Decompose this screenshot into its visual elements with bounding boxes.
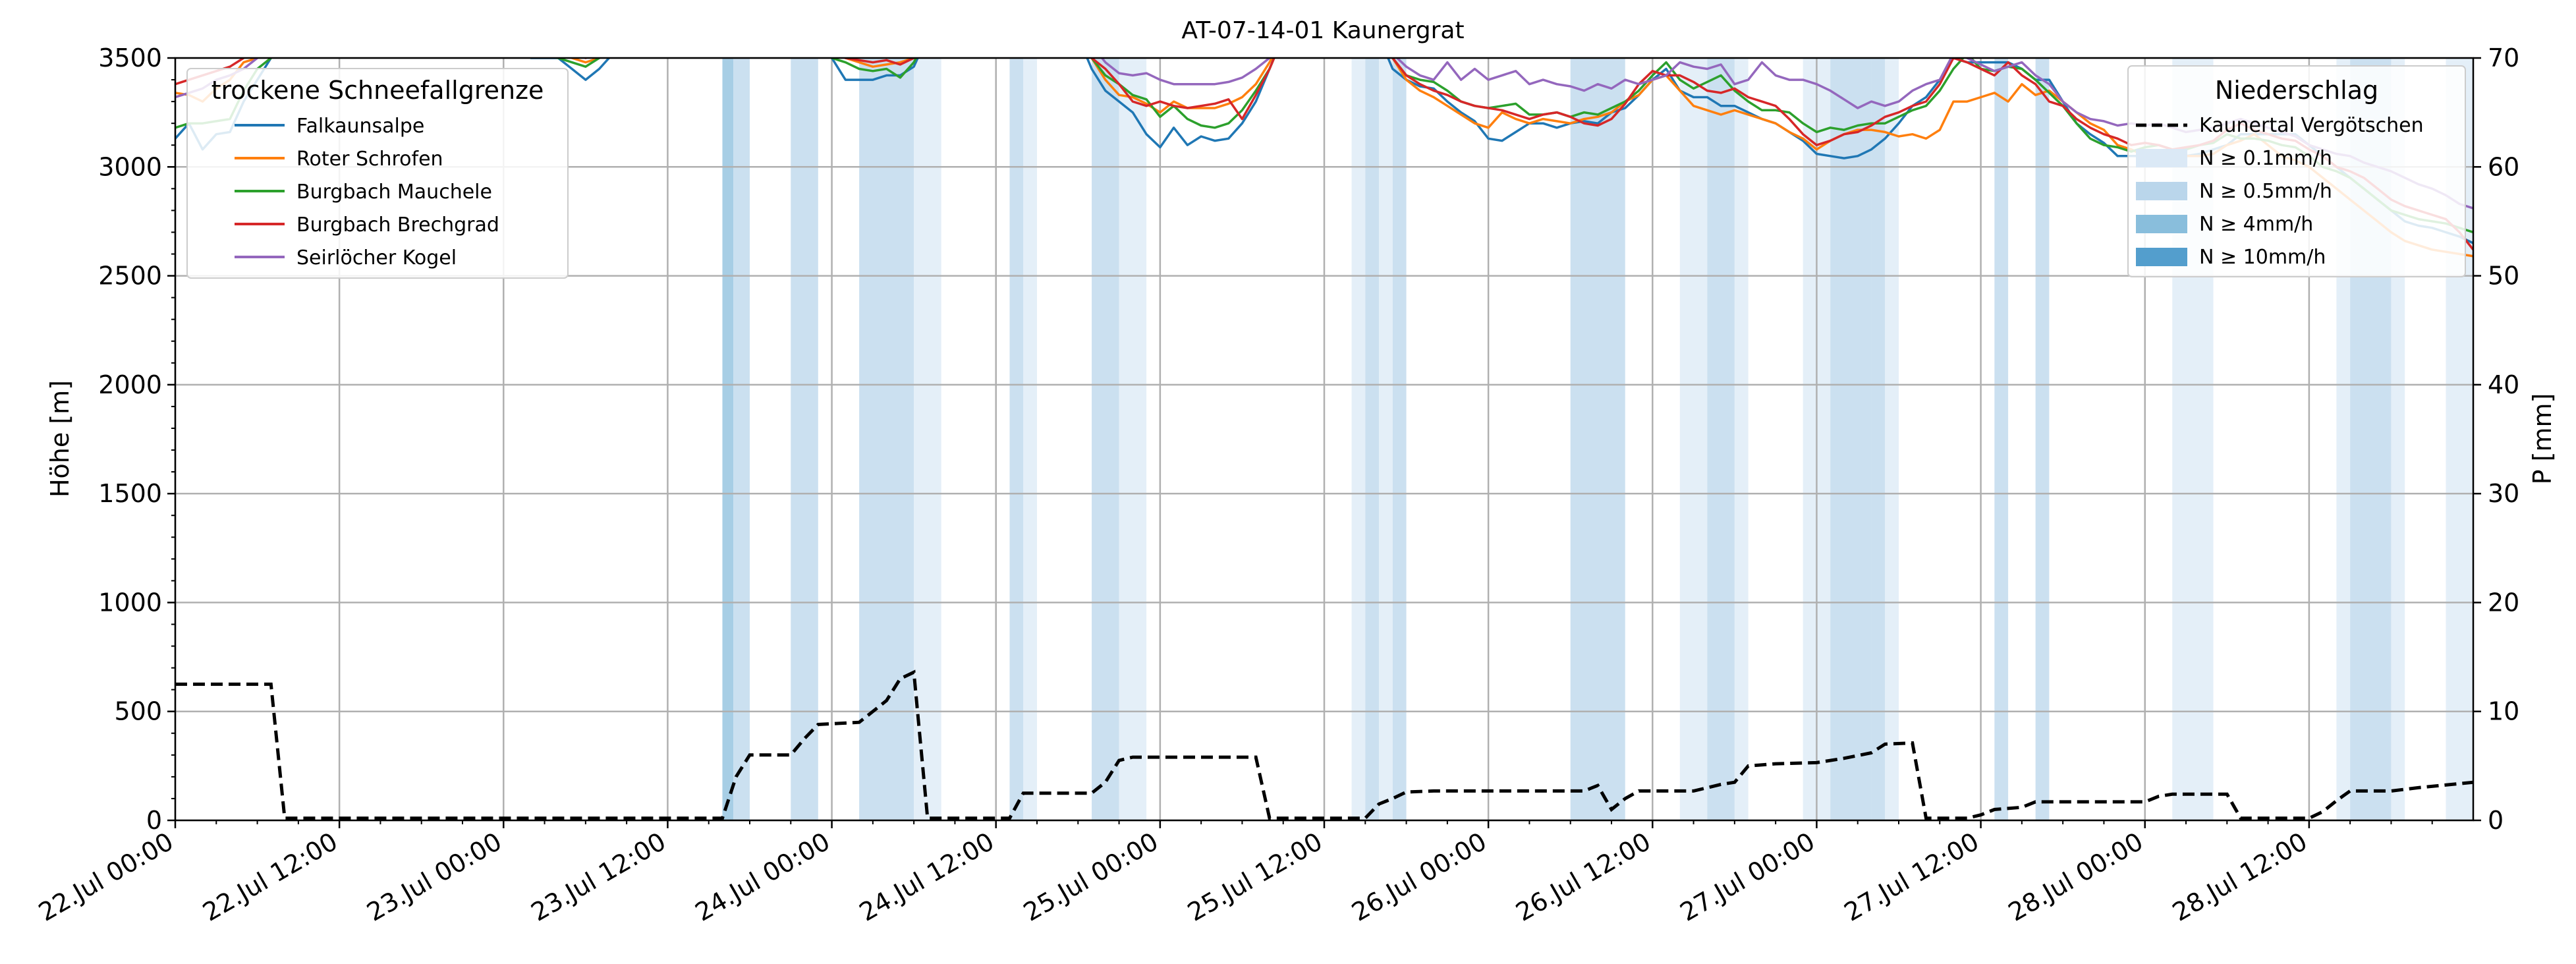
y-left-tick-label: 1000: [98, 588, 162, 617]
precip-band: [1092, 58, 1119, 820]
legend-left-title: trockene Schneefallgrenze: [211, 76, 544, 105]
precip-line: [175, 669, 2473, 820]
precip-band: [859, 58, 914, 820]
precip-band: [791, 58, 818, 820]
precip-band: [914, 58, 941, 820]
precip-band: [1023, 58, 1037, 820]
legend-left: trockene Schneefallgrenze Falkaunsalpe Ro…: [186, 68, 569, 279]
legend-band-label: N ≥ 0.1mm/h: [2199, 147, 2332, 170]
precip-band: [2035, 58, 2050, 820]
precip-band: [1009, 58, 1024, 820]
y-axis-right: 0 10 20 30 40 50 60 70: [2473, 43, 2519, 835]
precip-band: [1379, 58, 1393, 820]
precip-band: [1351, 58, 1366, 820]
legend-right-title: Niederschlag: [2215, 76, 2378, 105]
y-left-tick-label: 3500: [98, 43, 162, 72]
y-right-tick-label: 30: [2488, 479, 2519, 508]
precip-band: [1871, 58, 1886, 820]
legend-band-swatch: [2136, 149, 2187, 167]
precip-band: [1392, 58, 1407, 820]
y-right-tick-label: 60: [2488, 152, 2519, 181]
precip-band: [1830, 58, 1872, 820]
legend-precip-label: Kaunertal Vergötschen: [2199, 114, 2424, 137]
chart-title: AT-07-14-01 Kaunergrat: [1181, 17, 1464, 44]
legend-label: Roter Schrofen: [296, 148, 443, 171]
legend-band-swatch: [2136, 215, 2187, 233]
precip-band: [733, 58, 750, 820]
y-left-tick-label: 1500: [98, 479, 162, 508]
legend-band-swatch: [2136, 182, 2187, 200]
y-left-tick-label: 500: [114, 697, 162, 726]
legend-right: Niederschlag Kaunertal Vergötschen N ≥ 0…: [2127, 65, 2466, 277]
precip-band: [1679, 58, 1708, 820]
y-right-tick-label: 50: [2488, 262, 2519, 291]
y-left-tick-label: 2500: [98, 262, 162, 291]
legend-label: Falkaunsalpe: [296, 115, 424, 138]
precip-band: [1885, 58, 1899, 820]
y-axis-right-label: P [mm]: [2528, 393, 2557, 485]
precip-band: [1994, 58, 2009, 820]
legend-right-bands: N ≥ 0.1mm/h N ≥ 0.5mm/h N ≥ 4mm/h N ≥ 10mm/…: [2136, 147, 2332, 269]
precip-band: [722, 58, 734, 820]
legend-band-label: N ≥ 10mm/h: [2199, 246, 2326, 269]
legend-band-label: N ≥ 4mm/h: [2199, 213, 2313, 236]
y-right-tick-label: 10: [2488, 697, 2519, 726]
y-axis-left-label: Höhe [m]: [45, 380, 74, 497]
legend-label: Burgbach Mauchele: [296, 181, 492, 204]
precip-band: [1707, 58, 1735, 820]
legend-band-swatch: [2136, 248, 2187, 266]
y-right-tick-label: 40: [2488, 370, 2519, 399]
legend-label: Seirlöcher Kogel: [296, 246, 457, 269]
y-right-tick-label: 0: [2488, 806, 2504, 835]
legend-band-label: N ≥ 0.5mm/h: [2199, 180, 2332, 203]
precip-band: [1570, 58, 1625, 820]
legend-right-box: [2127, 65, 2466, 277]
precip-band: [1365, 58, 1380, 820]
legend-left-box: [186, 68, 569, 279]
precip-band: [1119, 58, 1147, 820]
y-right-tick-label: 70: [2488, 43, 2519, 72]
y-left-tick-label: 0: [146, 806, 162, 835]
precip-band: [1734, 58, 1749, 820]
y-left-tick-label: 3000: [98, 152, 162, 181]
legend-label: Burgbach Brechgrad: [296, 213, 499, 237]
y-left-tick-label: 2000: [98, 370, 162, 399]
y-right-tick-label: 20: [2488, 588, 2519, 617]
y-axis-left: 0 500 1000 1500 2000 2500 3000 3500: [98, 43, 175, 835]
precip-bands: [722, 58, 2473, 820]
legend-left-items: Falkaunsalpe Roter Schrofen Burgbach Mauch…: [235, 115, 499, 269]
